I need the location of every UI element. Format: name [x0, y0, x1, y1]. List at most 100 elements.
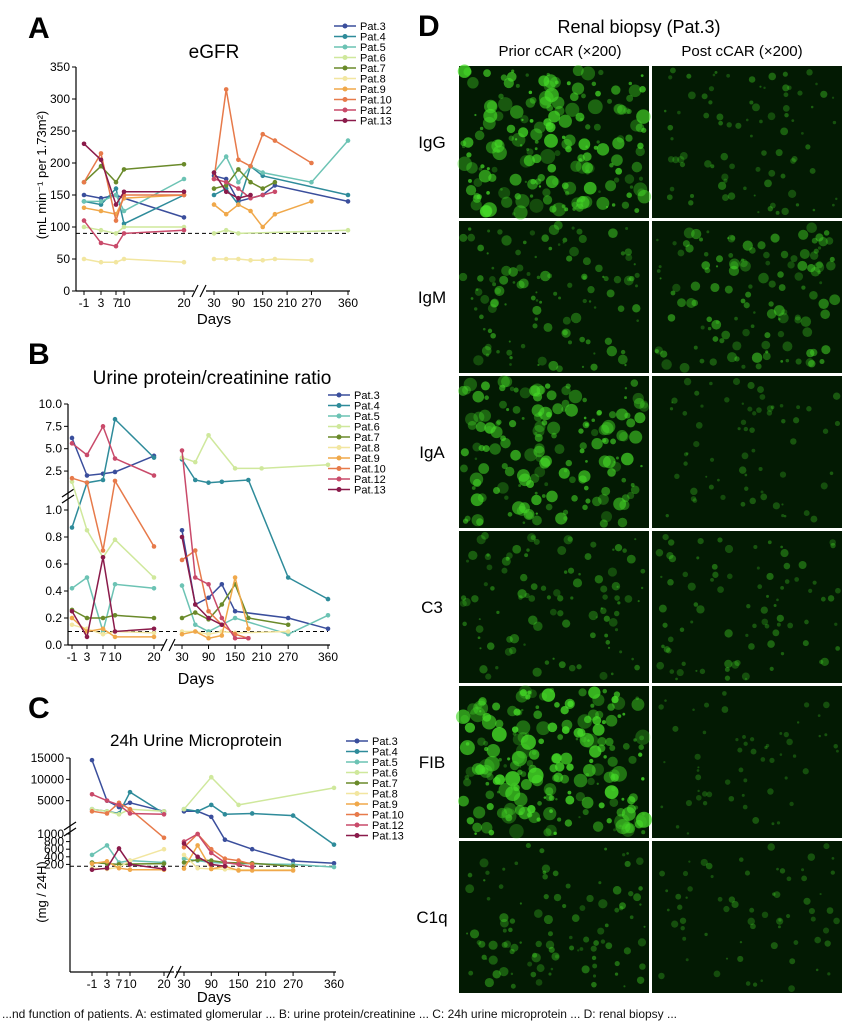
fluorescence-speck [492, 282, 497, 287]
fluorescence-speck [701, 93, 708, 100]
legend-swatch-marker [342, 55, 348, 60]
fluorescence-speck [533, 710, 543, 720]
biopsy-image-prior-c1q [459, 841, 649, 993]
fluorescence-speck [759, 85, 762, 88]
fluorescence-speck [780, 173, 786, 179]
data-point [89, 852, 95, 858]
data-point [151, 575, 157, 580]
fluorescence-speck [578, 158, 583, 162]
legend-swatch-marker [336, 413, 342, 419]
fluorescence-speck [466, 817, 475, 825]
fluorescence-speck [699, 358, 705, 364]
fluorescence-speck [497, 229, 503, 235]
fluorescence-speck [567, 282, 573, 288]
legend: Pat.3Pat.4Pat.5Pat.6Pat.7Pat.8Pat.9Pat.1… [334, 21, 392, 128]
fluorescence-speck [748, 76, 756, 83]
fluorescence-speck [830, 870, 835, 875]
fluorescence-speck [749, 247, 756, 254]
fluorescence-speck [832, 392, 841, 400]
data-point [84, 452, 90, 458]
series-pat-6 [69, 432, 331, 580]
x-axis-label: Days [197, 311, 231, 328]
x-axis-label: Days [197, 989, 231, 1006]
fluorescence-speck [581, 796, 594, 809]
fluorescence-speck [494, 285, 505, 296]
fluorescence-speck [526, 760, 534, 767]
fluorescence-speck [708, 86, 715, 92]
fluorescence-speck [724, 675, 731, 681]
fluorescence-speck [717, 537, 723, 543]
data-point [290, 868, 296, 873]
data-point [249, 811, 255, 816]
fluorescence-speck [791, 156, 798, 163]
data-point [89, 809, 95, 814]
fluorescence-speck [738, 857, 744, 862]
fluorescence-speck [554, 954, 559, 959]
fluorescence-speck [696, 556, 700, 560]
fluorescence-speck [582, 152, 592, 162]
fluorescence-speck [617, 517, 628, 528]
chart-title: 24h Urine Microprotein [110, 731, 282, 750]
fluorescence-speck [626, 418, 636, 428]
fluorescence-speck [567, 790, 572, 795]
fluorescence-speck [616, 135, 625, 143]
fluorescence-speck [620, 349, 626, 355]
data-point [325, 462, 331, 468]
fluorescence-speck [587, 99, 603, 115]
fluorescence-speck [621, 201, 630, 209]
fluorescence-speck [561, 385, 571, 396]
fluorescence-speck [488, 940, 498, 950]
fluorescence-speck [621, 797, 625, 801]
data-point [84, 615, 90, 621]
fluorescence-speck [611, 203, 616, 207]
data-point [248, 257, 253, 263]
data-point [259, 466, 264, 471]
fluorescence-speck [721, 173, 729, 181]
fluorescence-speck [697, 789, 700, 793]
data-point [331, 785, 337, 791]
fluorescence-speck [764, 745, 768, 750]
series-line [183, 842, 226, 868]
fluorescence-speck [512, 406, 521, 414]
fluorescence-speck [514, 138, 518, 141]
fluorescence-speck [557, 610, 564, 617]
data-point [179, 583, 185, 588]
fluorescence-speck [466, 559, 470, 563]
fluorescence-speck [609, 745, 616, 752]
data-point [206, 432, 211, 438]
fluorescence-speck [529, 194, 534, 198]
fluorescence-speck [474, 832, 477, 835]
fluorescence-speck [770, 405, 775, 410]
data-point [81, 205, 87, 211]
fluorescence-speck [824, 733, 828, 737]
fluorescence-speck [604, 847, 608, 851]
fluorescence-speck [710, 164, 715, 169]
data-point [249, 846, 255, 852]
fluorescence-speck [507, 757, 511, 761]
fluorescence-speck [537, 356, 547, 366]
fluorescence-speck [725, 957, 729, 960]
data-point [211, 192, 217, 198]
fluorescence-speck [701, 791, 708, 797]
data-point [248, 192, 253, 198]
fluorescence-speck [794, 272, 804, 281]
fluorescence-speck [549, 205, 557, 213]
fluorescence-speck [794, 577, 800, 582]
fluorescence-speck [664, 699, 667, 702]
series-line [213, 178, 276, 200]
fluorescence-speck [581, 365, 585, 368]
fluorescence-speck [581, 93, 586, 99]
fluorescence-speck [619, 824, 622, 828]
fluorescence-speck [592, 723, 605, 736]
fluorescence-speck [534, 147, 538, 151]
fluorescence-speck [501, 265, 512, 276]
legend-swatch-marker [336, 403, 342, 408]
fluorescence-speck [688, 860, 691, 863]
fluorescence-speck [591, 428, 599, 437]
data-point [113, 179, 119, 185]
legend-swatch-marker [336, 445, 342, 450]
fluorescence-speck [709, 457, 715, 462]
fluorescence-speck [622, 548, 627, 553]
fluorescence-speck [701, 261, 711, 270]
fluorescence-speck [527, 690, 532, 695]
